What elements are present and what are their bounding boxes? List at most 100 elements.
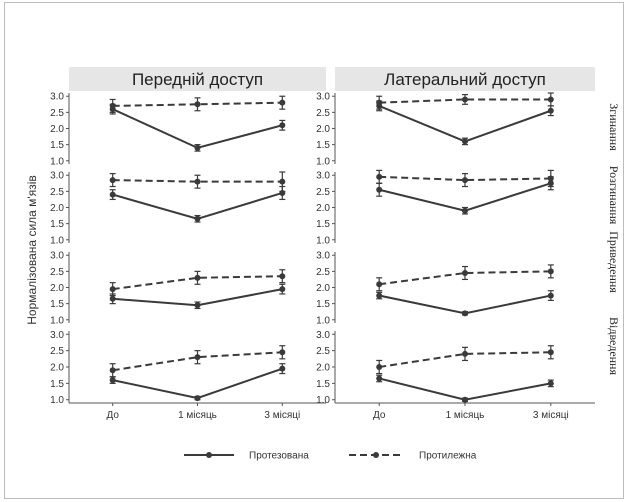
y-tick-label: 1.5	[316, 299, 330, 310]
series-line-protylezhna	[112, 101, 283, 107]
data-point	[462, 207, 468, 214]
data-point	[462, 96, 468, 103]
data-point	[547, 175, 554, 182]
y-tick-label: 1.5	[316, 379, 330, 390]
data-point	[547, 268, 554, 275]
x-tick-label: До	[106, 410, 119, 421]
series-line-protylezhna	[112, 351, 283, 372]
y-tick-label: 1.0	[316, 235, 330, 246]
legend-marker	[373, 452, 379, 458]
data-point	[462, 269, 468, 276]
data-point	[279, 365, 286, 372]
x-tick-label: 1 місяць	[178, 410, 217, 421]
y-tick-label: 1.5	[50, 299, 64, 310]
data-point	[279, 178, 286, 185]
row-label-розгинання: Розгинання	[607, 166, 621, 225]
series-line-protezovana	[378, 182, 552, 212]
y-tick-label: 1.0	[316, 315, 330, 326]
legend-marker	[206, 452, 212, 458]
y-tick-label: 2.0	[50, 124, 64, 135]
y-tick-label: 3.0	[316, 171, 330, 182]
data-point	[547, 349, 554, 356]
data-point	[109, 191, 116, 198]
y-tick-label: 1.5	[50, 140, 64, 151]
data-point	[376, 292, 383, 299]
y-tick-label: 1.0	[50, 315, 64, 326]
y-tick-label: 1.0	[50, 156, 64, 167]
y-tick-label: 1.0	[50, 395, 64, 406]
panel-strip-1	[69, 67, 326, 91]
y-tick-label: 2.0	[50, 203, 64, 214]
y-tick-label: 1.5	[316, 219, 330, 230]
data-point	[279, 99, 286, 106]
x-tick-label: 1 місяць	[446, 410, 485, 421]
y-tick-label: 3.0	[316, 251, 330, 262]
data-point	[109, 102, 116, 109]
x-tick-label: До	[373, 410, 386, 421]
panel-strip-2	[335, 67, 595, 91]
data-point	[109, 286, 116, 293]
data-point	[194, 395, 201, 402]
panel-title-1: Передній доступ	[132, 70, 263, 89]
series-line-protezovana	[112, 108, 283, 149]
data-point	[109, 177, 116, 184]
data-point	[462, 310, 468, 317]
row-label-відведення: Відведення	[607, 317, 621, 375]
panel-title-2: Латеральний доступ	[384, 70, 546, 89]
data-point	[194, 274, 201, 281]
data-point	[279, 122, 286, 129]
series-line-protylezhna	[379, 270, 551, 286]
figure-frame	[4, 2, 624, 499]
data-point	[109, 377, 116, 384]
legend-label: Протезована	[249, 451, 309, 462]
y-tick-label: 2.5	[316, 108, 330, 119]
x-tick-label: 3 місяці	[533, 410, 569, 421]
data-point	[376, 99, 383, 106]
y-tick-label: 2.0	[316, 203, 330, 214]
series-line-protezovana	[378, 377, 551, 401]
series-line-protezovana	[378, 104, 552, 143]
data-point	[376, 281, 383, 288]
data-point	[547, 96, 554, 103]
data-point	[279, 273, 286, 280]
y-tick-label: 2.5	[50, 267, 64, 278]
data-point	[462, 396, 468, 403]
data-point	[194, 215, 201, 222]
y-tick-label: 1.0	[316, 156, 330, 167]
y-tick-label: 1.0	[316, 395, 330, 406]
y-tick-label: 1.0	[50, 235, 64, 246]
row-label-приведення: Приведення	[607, 231, 621, 293]
y-tick-label: 2.0	[316, 283, 330, 294]
data-point	[194, 144, 201, 151]
legend-label: Протилежна	[419, 451, 477, 462]
row-label-згинання: Згинання	[607, 103, 621, 151]
data-point	[279, 286, 286, 293]
y-tick-label: 3.0	[50, 92, 64, 103]
series-line-protylezhna	[112, 179, 283, 183]
data-point	[376, 173, 383, 180]
series-line-protezovana	[112, 192, 283, 220]
y-tick-label: 1.5	[50, 219, 64, 230]
series-line-protylezhna	[379, 175, 551, 182]
y-tick-label: 1.5	[50, 379, 64, 390]
data-point	[462, 138, 468, 145]
y-tick-label: 2.5	[50, 346, 64, 357]
data-point	[547, 107, 554, 114]
series-line-protylezhna	[379, 351, 551, 368]
data-point	[194, 302, 201, 309]
y-tick-label: 2.5	[316, 346, 330, 357]
y-tick-label: 2.0	[50, 363, 64, 374]
y-tick-label: 2.5	[316, 187, 330, 198]
data-point	[194, 178, 201, 185]
y-tick-label: 3.0	[50, 251, 64, 262]
x-tick-label: 3 місяці	[264, 410, 300, 421]
y-tick-label: 1.5	[316, 140, 330, 151]
data-point	[376, 375, 383, 382]
y-tick-label: 3.0	[316, 92, 330, 103]
data-point	[376, 364, 383, 370]
series-line-protezovana	[112, 367, 283, 400]
data-point	[376, 186, 383, 193]
data-point	[462, 350, 468, 357]
y-tick-label: 2.5	[50, 187, 64, 198]
